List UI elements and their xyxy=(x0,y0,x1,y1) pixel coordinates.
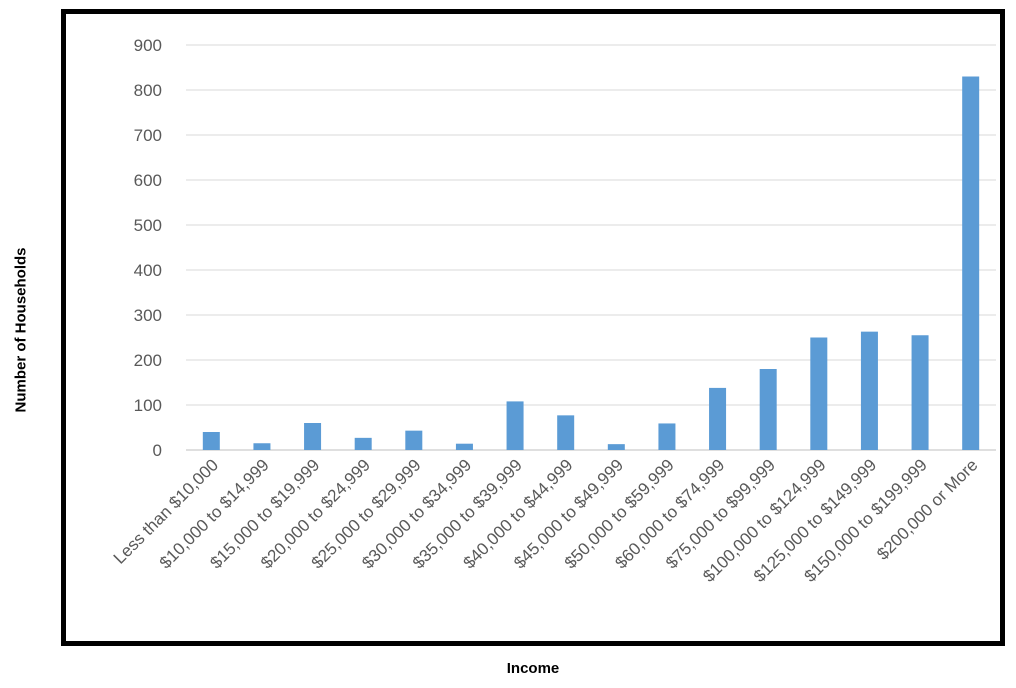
chart-frame: 0 100 200 300 400 500 600 700 800 900 Less than $… xyxy=(61,9,1005,646)
bar xyxy=(506,401,524,450)
y-tick-label: 600 xyxy=(134,171,162,190)
bar xyxy=(810,337,828,450)
gridlines xyxy=(186,44,996,451)
bar xyxy=(405,430,423,450)
x-axis-title: Income xyxy=(506,660,560,677)
y-tick-label: 100 xyxy=(134,396,162,415)
y-tick-label: 400 xyxy=(134,261,162,280)
y-axis-title: Number of Households xyxy=(4,30,38,630)
y-tick-label: 900 xyxy=(134,36,162,55)
y-axis-title-text: Number of Households xyxy=(12,247,30,413)
y-tick-label: 500 xyxy=(134,216,162,235)
y-tick-label: 800 xyxy=(134,81,162,100)
y-tick-label: 700 xyxy=(134,126,162,145)
bar xyxy=(304,423,322,450)
bar xyxy=(759,369,777,450)
bar xyxy=(860,331,878,450)
bar xyxy=(455,443,473,450)
bar xyxy=(354,437,372,450)
y-tick-label: 300 xyxy=(134,306,162,325)
bar xyxy=(253,443,271,450)
bar xyxy=(557,415,575,450)
bar xyxy=(658,423,676,450)
bar xyxy=(962,76,980,450)
bar xyxy=(202,432,220,450)
y-tick-label: 200 xyxy=(134,351,162,370)
y-tick-labels: 0 100 200 300 400 500 600 700 800 900 xyxy=(134,36,162,460)
x-tick-labels: Less than $10,000$10,000 to $14,999$15,0… xyxy=(110,455,982,585)
bar xyxy=(911,335,929,450)
bars xyxy=(202,76,980,450)
bar xyxy=(607,444,625,450)
bar-chart: 0 100 200 300 400 500 600 700 800 900 Less than $… xyxy=(110,36,996,586)
y-tick-label: 0 xyxy=(153,441,162,460)
bar xyxy=(709,387,727,450)
